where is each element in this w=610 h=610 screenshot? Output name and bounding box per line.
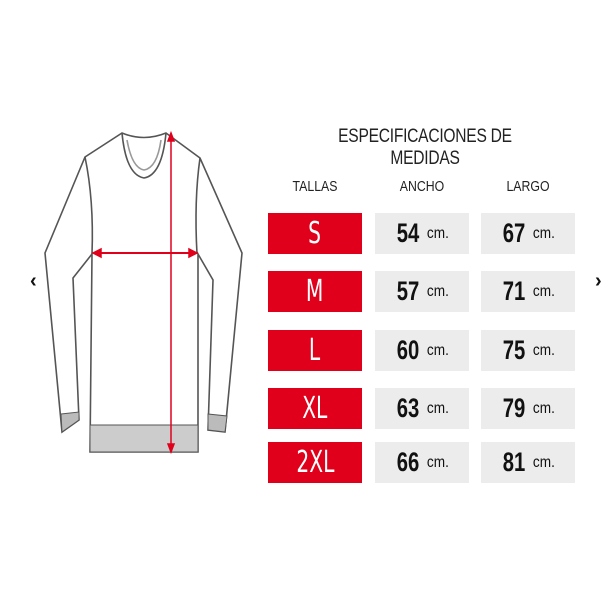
length-cell: 81 cm.: [481, 442, 575, 483]
unit-label: cm.: [427, 399, 449, 417]
next-arrow-icon[interactable]: ›: [595, 270, 602, 292]
length-cell: 79 cm.: [481, 388, 575, 429]
size-cell: 2XL: [268, 442, 362, 483]
size-label: L: [309, 333, 321, 368]
sweater-diagram: [44, 130, 243, 455]
width-value: 66: [396, 447, 420, 477]
unit-label: cm.: [427, 341, 449, 359]
length-value: 75: [502, 335, 526, 365]
width-cell: 60 cm.: [375, 330, 469, 371]
length-value: 71: [502, 276, 526, 306]
size-label: 2XL: [295, 445, 335, 480]
width-cell: 54 cm.: [375, 213, 469, 254]
length-value: 67: [502, 218, 526, 248]
page-title: ESPECIFICACIONES DE MEDIDAS: [338, 126, 512, 169]
width-cell: 63 cm.: [375, 388, 469, 429]
size-label: S: [308, 216, 322, 251]
length-value: 79: [502, 393, 526, 423]
size-cell: M: [268, 271, 362, 312]
right-cuff: [207, 413, 228, 433]
header-sizes: TALLAS: [292, 178, 338, 195]
size-cell: S: [268, 213, 362, 254]
width-value: 54: [396, 218, 420, 248]
left-cuff: [60, 411, 80, 433]
unit-label: cm.: [427, 282, 449, 300]
header-length: LARGO: [506, 178, 550, 195]
size-cell: XL: [268, 388, 362, 429]
width-cell: 57 cm.: [375, 271, 469, 312]
unit-label: cm.: [427, 453, 449, 471]
size-label: M: [306, 274, 324, 309]
unit-label: cm.: [533, 341, 555, 359]
previous-arrow-icon[interactable]: ‹: [30, 270, 37, 292]
length-cell: 75 cm.: [481, 330, 575, 371]
width-value: 57: [396, 276, 420, 306]
unit-label: cm.: [533, 453, 555, 471]
size-cell: L: [268, 330, 362, 371]
header-width: ANCHO: [399, 178, 445, 195]
unit-label: cm.: [533, 224, 555, 242]
width-value: 63: [396, 393, 420, 423]
length-cell: 67 cm.: [481, 213, 575, 254]
length-cell: 71 cm.: [481, 271, 575, 312]
hem-band: [89, 424, 199, 453]
unit-label: cm.: [533, 399, 555, 417]
size-label: XL: [302, 391, 328, 426]
unit-label: cm.: [427, 224, 449, 242]
width-value: 60: [396, 335, 420, 365]
width-cell: 66 cm.: [375, 442, 469, 483]
unit-label: cm.: [533, 282, 555, 300]
length-value: 81: [502, 447, 526, 477]
